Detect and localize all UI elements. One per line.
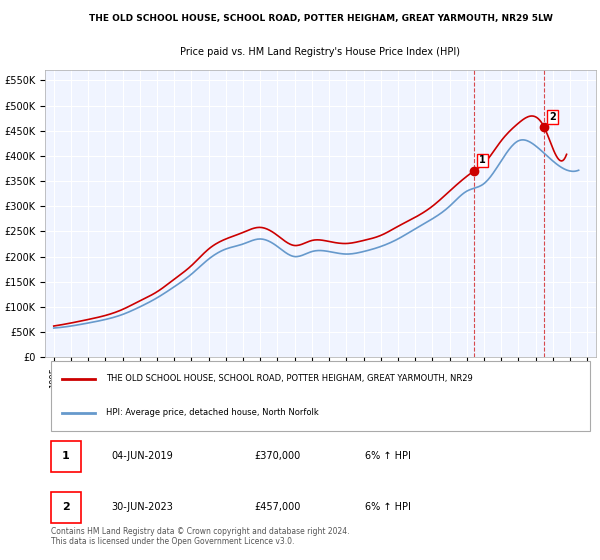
Text: £457,000: £457,000 [254,502,301,512]
Text: 6% ↑ HPI: 6% ↑ HPI [365,451,410,461]
Text: 30-JUN-2023: 30-JUN-2023 [111,502,173,512]
Text: 1: 1 [62,451,70,461]
Text: 6% ↑ HPI: 6% ↑ HPI [365,502,410,512]
Text: THE OLD SCHOOL HOUSE, SCHOOL ROAD, POTTER HEIGHAM, GREAT YARMOUTH, NR29 5LW: THE OLD SCHOOL HOUSE, SCHOOL ROAD, POTTE… [89,14,553,23]
Text: £370,000: £370,000 [254,451,301,461]
Text: 2: 2 [62,502,70,512]
FancyBboxPatch shape [50,361,590,431]
Text: HPI: Average price, detached house, North Norfolk: HPI: Average price, detached house, Nort… [106,408,319,417]
Text: Contains HM Land Registry data © Crown copyright and database right 2024.
This d: Contains HM Land Registry data © Crown c… [50,527,349,546]
FancyBboxPatch shape [50,441,81,472]
Text: Price paid vs. HM Land Registry's House Price Index (HPI): Price paid vs. HM Land Registry's House … [181,47,460,57]
FancyBboxPatch shape [50,492,81,523]
Text: 04-JUN-2019: 04-JUN-2019 [111,451,173,461]
Text: 1: 1 [479,156,486,165]
Text: 2: 2 [550,111,556,122]
Text: THE OLD SCHOOL HOUSE, SCHOOL ROAD, POTTER HEIGHAM, GREAT YARMOUTH, NR29: THE OLD SCHOOL HOUSE, SCHOOL ROAD, POTTE… [106,374,472,384]
